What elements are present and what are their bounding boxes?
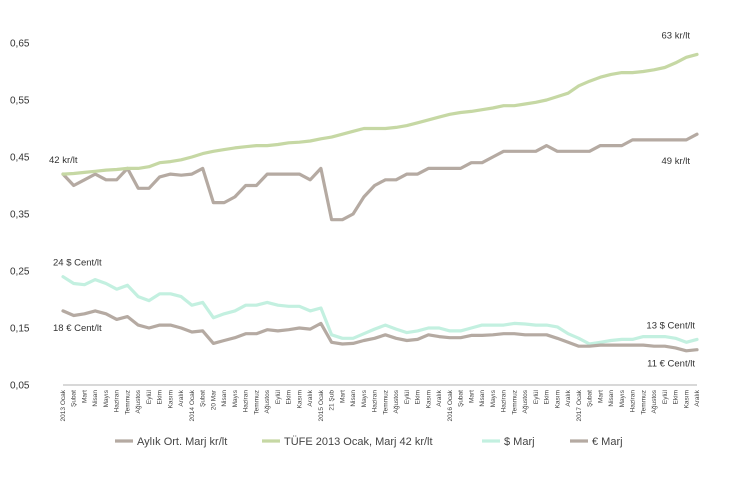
x-tick-label: Eylül: [533, 389, 540, 404]
legend-label: € Marj: [592, 436, 623, 448]
x-axis-ticks: 2013 Ocak Şubat Mart Nisan Mayıs Haziran Temmu…: [60, 389, 701, 421]
x-tick-label: Ağustos: [522, 389, 529, 413]
annotation-label: 42 kr/lt: [49, 155, 78, 166]
x-tick-label: Temmuz: [382, 390, 389, 415]
x-tick-label: 21 Şub: [329, 390, 336, 411]
x-tick-label: Temmuz: [511, 390, 518, 415]
y-tick-label: 0,25: [10, 267, 30, 278]
x-tick-label: Aralık: [178, 389, 185, 406]
x-tick-label: Ağustos: [264, 389, 271, 413]
x-tick-label: Mayıs: [232, 389, 239, 407]
x-tick-label: Temmuz: [253, 390, 260, 415]
legend-label: TÜFE 2013 Ocak, Marj 42 kr/lt: [284, 436, 433, 448]
x-tick-label: Haziran: [372, 390, 379, 413]
annotation-label: 18 € Cent/lt: [53, 323, 102, 334]
x-tick-label: Mart: [339, 390, 346, 403]
x-tick-label: 2016 Ocak: [447, 389, 454, 421]
annotation-label: 49 kr/lt: [661, 156, 690, 167]
x-tick-label: Temmuz: [124, 390, 131, 415]
x-tick-label: Nisan: [92, 390, 99, 407]
x-tick-label: Ekim: [415, 390, 422, 404]
x-tick-label: Kasım: [683, 390, 690, 408]
x-tick-label: Nisan: [221, 390, 228, 407]
annotation-label: 24 $ Cent/lt: [53, 258, 102, 269]
x-tick-label: Mayıs: [103, 389, 110, 407]
x-tick-label: 2013 Ocak: [60, 389, 67, 421]
x-tick-label: 2014 Ocak: [189, 389, 196, 421]
x-tick-label: Eylül: [275, 389, 282, 404]
x-tick-label: Nisan: [479, 390, 486, 407]
x-tick-label: Aralık: [307, 389, 314, 406]
annotation-label: 63 kr/lt: [661, 30, 690, 41]
x-tick-label: Ağustos: [393, 389, 400, 413]
x-tick-label: Ekim: [673, 390, 680, 404]
x-tick-label: Haziran: [630, 390, 637, 413]
annotation-label: 11 € Cent/lt: [647, 359, 695, 370]
y-tick-label: 0,15: [10, 324, 30, 335]
x-tick-label: Şubat: [71, 390, 78, 407]
x-tick-label: Haziran: [501, 390, 508, 413]
x-tick-label: Aralık: [436, 389, 443, 406]
x-tick-label: Mayıs: [361, 389, 368, 407]
x-tick-label: Ekim: [157, 390, 164, 404]
x-tick-label: Temmuz: [640, 390, 647, 415]
series-line-0: [61, 132, 699, 222]
x-tick-label: Kasım: [167, 390, 174, 408]
x-tick-label: Şubat: [458, 390, 465, 407]
y-axis-ticks: 0,05 0,15 0,25 0,35 0,45 0,55 0,65: [10, 39, 30, 392]
x-tick-label: Eylül: [662, 389, 669, 404]
x-tick-label: Şubat: [587, 390, 594, 407]
x-tick-label: Mayıs: [490, 389, 497, 407]
x-tick-label: Nisan: [350, 390, 357, 407]
x-tick-label: 20 Mar: [210, 389, 217, 410]
annotations: 63 kr/lt 42 kr/lt 49 kr/lt 24 $ Cent/lt 18 €…: [49, 30, 695, 369]
x-tick-label: 2015 Ocak: [318, 389, 325, 421]
y-tick-label: 0,65: [10, 39, 30, 50]
x-tick-label: Nisan: [608, 390, 615, 407]
x-tick-label: Mart: [597, 390, 604, 403]
x-tick-label: Ekim: [544, 390, 551, 404]
annotation-label: 13 $ Cent/lt: [646, 320, 695, 331]
x-tick-label: Mayıs: [619, 389, 626, 407]
x-tick-label: Aralık: [565, 389, 572, 406]
x-tick-label: Haziran: [114, 390, 121, 413]
x-tick-label: Ağustos: [135, 389, 142, 413]
x-tick-label: Kasım: [296, 390, 303, 408]
x-tick-label: Eylül: [146, 389, 153, 404]
x-tick-label: Aralık: [694, 389, 701, 406]
x-tick-label: Ağustos: [651, 389, 658, 413]
series-lines: [61, 52, 699, 353]
x-tick-label: Haziran: [243, 390, 250, 413]
series-line-1: [61, 52, 699, 176]
legend: Aylık Ort. Marj kr/lt TÜFE 2013 Ocak, Mar…: [115, 436, 623, 448]
series-line-3: [61, 309, 699, 353]
y-tick-label: 0,55: [10, 96, 30, 107]
y-tick-label: 0,45: [10, 153, 30, 164]
x-tick-label: Kasım: [554, 390, 561, 408]
x-tick-label: Eylül: [404, 389, 411, 404]
legend-label: Aylık Ort. Marj kr/lt: [137, 436, 227, 448]
x-tick-label: 2017 Ocak: [576, 389, 583, 421]
x-tick-label: Ekim: [286, 390, 293, 404]
legend-label: $ Marj: [504, 436, 535, 448]
series-line-2: [61, 275, 699, 346]
x-tick-label: Mart: [468, 390, 475, 403]
y-tick-label: 0,05: [10, 381, 30, 392]
x-tick-label: Şubat: [200, 390, 207, 407]
x-tick-label: Mart: [81, 390, 88, 403]
y-tick-label: 0,35: [10, 210, 30, 221]
x-tick-label: Kasım: [425, 390, 432, 408]
